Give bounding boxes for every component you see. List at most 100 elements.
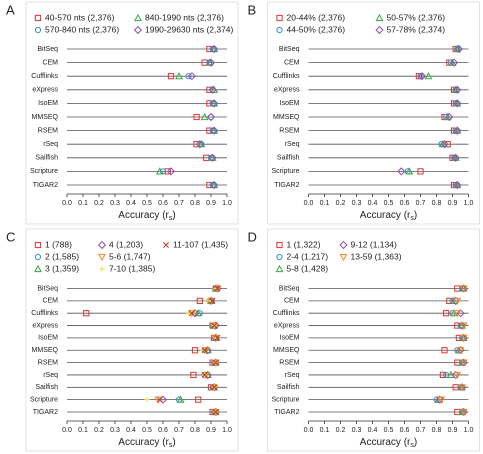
panel-frame bbox=[25, 1, 239, 225]
category-label: CEM bbox=[42, 298, 58, 305]
legend-label: 9-12 (1,134) bbox=[351, 239, 397, 249]
x-axis-label: Accuracy (rs) bbox=[118, 437, 175, 450]
data-point bbox=[205, 298, 211, 304]
data-point bbox=[453, 85, 462, 94]
legend-label: 2 (1,585) bbox=[45, 251, 79, 261]
x-axis-label: Accuracy (rs) bbox=[360, 437, 417, 450]
data-point bbox=[459, 285, 468, 293]
x-axis-label-part: ) bbox=[414, 437, 417, 448]
x-tick-label: 0.1 bbox=[320, 427, 330, 434]
data-point bbox=[200, 112, 209, 121]
x-tick-label: 0.7 bbox=[416, 200, 426, 207]
data-point bbox=[209, 297, 216, 304]
x-tick-label: 1.0 bbox=[222, 200, 232, 207]
x-tick-label: 0.2 bbox=[94, 427, 104, 434]
x-axis-label-part: s bbox=[410, 442, 414, 449]
category-label: RSEM bbox=[279, 127, 299, 134]
category-label: MMSEQ bbox=[273, 347, 300, 354]
legend-marker bbox=[97, 240, 107, 250]
data-point bbox=[208, 153, 217, 162]
legend-label: 50-57% (2,376) bbox=[387, 12, 446, 22]
category-label: BitSeq bbox=[279, 46, 300, 53]
x-tick-label: 0.5 bbox=[384, 200, 394, 207]
x-axis-label-part: Accuracy (r bbox=[360, 210, 411, 221]
legend-marker bbox=[276, 253, 283, 261]
data-point bbox=[212, 359, 219, 366]
data-point bbox=[456, 347, 465, 355]
legend-label: 2-4 (1,217) bbox=[287, 251, 329, 261]
legend-label: 11-107 (1,435) bbox=[173, 239, 228, 249]
data-point bbox=[210, 126, 219, 135]
data-point bbox=[457, 321, 467, 330]
data-point bbox=[459, 408, 468, 417]
data-point bbox=[453, 310, 462, 318]
x-tick-label: 0.7 bbox=[174, 200, 184, 207]
data-point bbox=[417, 72, 427, 81]
legend-marker bbox=[98, 253, 106, 262]
x-tick-label: 0.2 bbox=[336, 200, 346, 207]
legend-marker bbox=[34, 264, 42, 273]
panel: C 1 (788) 2 (1,585) 3 (1,359) 4 (1,203) 5-6 (… bbox=[6, 228, 239, 452]
data-point bbox=[185, 73, 192, 80]
category-label: eXpress bbox=[32, 87, 58, 94]
data-point bbox=[458, 321, 467, 329]
legend-marker bbox=[375, 13, 384, 22]
legend-label: 20-44% (2,376) bbox=[287, 12, 346, 22]
data-point bbox=[210, 126, 219, 134]
data-point bbox=[188, 310, 195, 317]
category-label: Scripture bbox=[271, 396, 299, 403]
data-point bbox=[155, 167, 164, 175]
legend-marker bbox=[339, 253, 348, 262]
data-point bbox=[214, 334, 221, 341]
category-label: TIGAR2 bbox=[274, 182, 299, 189]
data-point bbox=[210, 44, 219, 53]
data-point bbox=[405, 167, 414, 175]
category-label: RSEM bbox=[279, 359, 299, 366]
category-label: MMSEQ bbox=[32, 347, 59, 354]
data-point bbox=[206, 58, 216, 67]
x-tick-label: 0.3 bbox=[110, 427, 120, 434]
data-point bbox=[210, 99, 219, 108]
category-label: RSEM bbox=[38, 127, 58, 134]
data-point bbox=[417, 73, 424, 80]
data-point bbox=[453, 297, 462, 305]
panel-frame bbox=[267, 228, 480, 452]
x-axis-label-part: s bbox=[410, 215, 414, 222]
x-tick-label: 0.1 bbox=[78, 427, 88, 434]
x-tick-label: 0.5 bbox=[384, 427, 394, 434]
legend-marker bbox=[276, 241, 283, 249]
x-tick-label: 0.4 bbox=[368, 427, 378, 434]
category-label: TIGAR2 bbox=[33, 409, 58, 416]
legend-label: 4 (1,203) bbox=[109, 239, 143, 249]
x-tick-label: 0.5 bbox=[142, 200, 152, 207]
category-label: IsoEM bbox=[38, 335, 58, 342]
x-tick-label: 0.9 bbox=[448, 200, 458, 207]
x-axis-label: Accuracy (rs) bbox=[360, 210, 417, 223]
data-point bbox=[453, 99, 462, 107]
x-axis-label-part: Accuracy (r bbox=[118, 437, 169, 448]
panel-letter: A bbox=[6, 2, 15, 17]
legend-marker bbox=[34, 241, 42, 249]
panel: B 20-44% (2,376) 44-50% (2,376) 50-57% (2,3… bbox=[248, 1, 480, 225]
legend-label: 5-6 (1,747) bbox=[109, 251, 151, 261]
x-axis-label-part: ) bbox=[172, 210, 175, 221]
data-point bbox=[201, 347, 208, 354]
x-tick-label: 0.1 bbox=[320, 200, 330, 207]
data-point bbox=[212, 409, 219, 415]
category-label: rSeq bbox=[285, 141, 300, 148]
data-point bbox=[211, 384, 218, 391]
category-label: TIGAR2 bbox=[33, 182, 58, 189]
panel-frame bbox=[267, 1, 480, 225]
legend-label: 44-50% (2,376) bbox=[287, 24, 346, 34]
category-label: rSeq bbox=[43, 372, 58, 379]
x-tick-label: 0.0 bbox=[304, 200, 314, 207]
x-axis-label-part: Accuracy (r bbox=[360, 437, 411, 448]
category-label: Cufflinks bbox=[31, 310, 58, 317]
panel-letter: C bbox=[6, 229, 15, 244]
x-tick-label: 0.8 bbox=[190, 427, 200, 434]
legend-label: 5-8 (1,428) bbox=[287, 263, 329, 273]
category-label: TIGAR2 bbox=[274, 409, 299, 416]
category-label: eXpress bbox=[274, 322, 300, 329]
x-tick-label: 0.0 bbox=[62, 427, 72, 434]
